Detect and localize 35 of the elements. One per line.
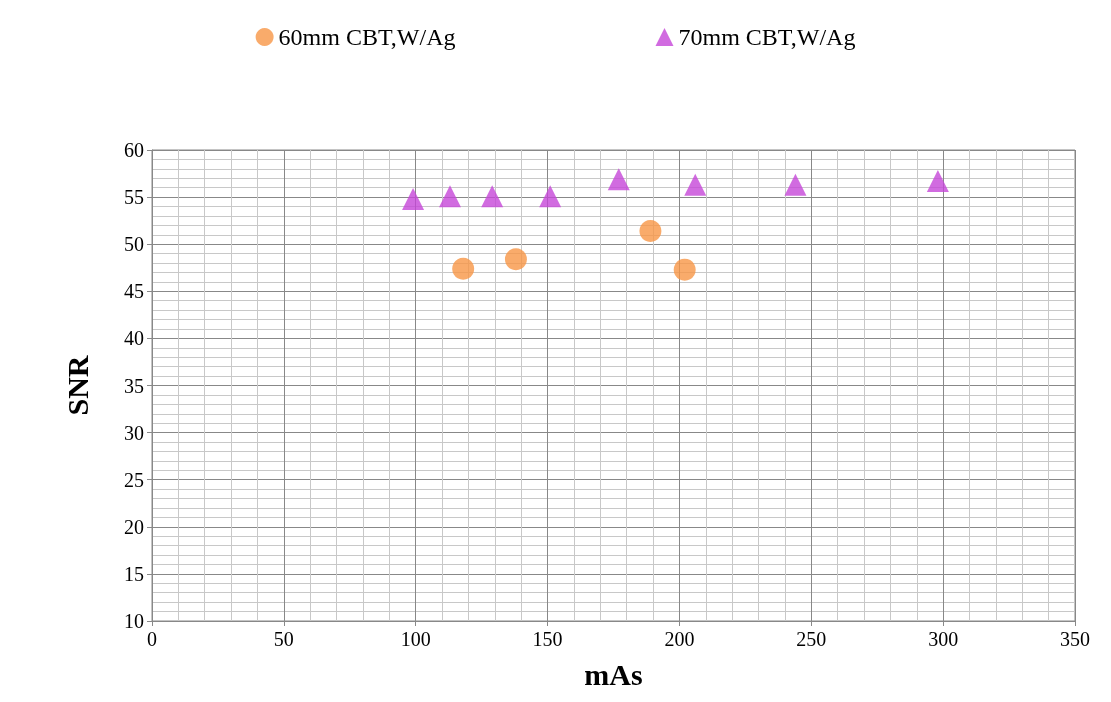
y-tick-label: 15: [124, 562, 144, 585]
x-tick-label: 200: [664, 628, 695, 650]
y-tick-label: 35: [124, 374, 144, 397]
x-tick-label: 50: [273, 628, 294, 650]
y-axis-title: SNR: [60, 355, 94, 416]
y-tick-label: 45: [124, 280, 144, 303]
y-tick-label: 30: [124, 421, 144, 444]
point: [539, 185, 562, 208]
x-tick-label: 300: [928, 628, 959, 650]
point: [439, 185, 461, 208]
y-tick-label: 25: [124, 468, 144, 491]
point: [402, 187, 425, 210]
point: [673, 258, 696, 281]
point: [926, 170, 949, 193]
x-tick-label: 150: [532, 628, 563, 650]
legend-label: 60mm CBT,W/Ag: [278, 24, 456, 50]
point: [481, 185, 504, 208]
x-axis-title: mAs: [584, 657, 643, 691]
y-tick-label: 50: [124, 233, 144, 256]
x-tick-label: 0: [147, 628, 157, 650]
legend-label: 70mm CBT,W/Ag: [678, 24, 856, 50]
x-tick-label: 250: [796, 628, 827, 650]
y-tick-label: 40: [124, 327, 144, 350]
x-tick-label: 350: [1060, 628, 1090, 650]
x-tick-label: 100: [400, 628, 431, 650]
y-tick-label: 20: [124, 515, 144, 538]
point: [684, 173, 707, 196]
y-tick-label: 10: [124, 610, 144, 632]
point: [639, 220, 662, 243]
point: [784, 173, 807, 196]
y-tick-label: 55: [124, 186, 144, 209]
y-tick-label: 60: [124, 139, 144, 161]
point: [452, 257, 475, 280]
point: [504, 248, 527, 271]
point: [607, 168, 630, 191]
